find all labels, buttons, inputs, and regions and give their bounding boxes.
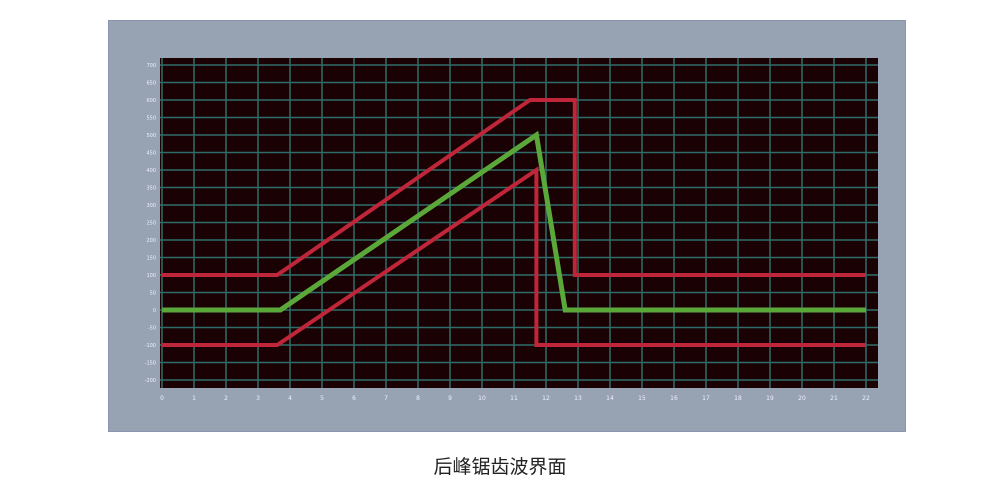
- x-tick-label: 14: [606, 395, 614, 402]
- x-tick-label: 12: [542, 395, 550, 402]
- x-tick-label: 19: [766, 395, 774, 402]
- x-tick-label: 4: [288, 395, 292, 402]
- upper-tolerance-line: [162, 98, 866, 277]
- x-tick-label: 15: [638, 395, 646, 402]
- y-tick-label: 500: [146, 133, 156, 139]
- x-tick-label: 1: [192, 395, 196, 402]
- y-tick-label: -150: [145, 361, 156, 367]
- y-tick-label: -200: [145, 378, 156, 384]
- figure-caption: 后峰锯齿波界面: [433, 456, 567, 478]
- y-tick-label: 550: [146, 116, 156, 122]
- x-tick-label: 5: [320, 395, 324, 402]
- y-tick-label: -100: [145, 343, 156, 349]
- y-tick-label: 0: [153, 308, 156, 314]
- y-tick-label: 650: [146, 81, 156, 87]
- sawtooth-chart: 0 1 2 3 4 5 6 7 8 9 10 11 12 13 14 15 16 17 18 19 20 21 227006…: [145, 58, 878, 402]
- x-tick-label: 7: [384, 395, 388, 402]
- x-tick-label: 22: [862, 395, 870, 402]
- y-tick-label: 400: [146, 168, 156, 174]
- x-tick-label: 20: [798, 395, 806, 402]
- lower-tolerance-line: [162, 166, 866, 347]
- y-tick-label: 250: [146, 221, 156, 227]
- y-tick-label: 300: [146, 203, 156, 209]
- y-tick-label: 700: [146, 63, 156, 69]
- y-tick-label: 600: [146, 98, 156, 104]
- y-tick-label: 450: [146, 151, 156, 157]
- x-tick-label: 0: [160, 395, 164, 402]
- y-tick-label: -50: [148, 326, 156, 332]
- x-tick-label: 17: [702, 395, 710, 402]
- y-tick-label: 100: [146, 273, 156, 279]
- x-tick-label: 21: [830, 395, 838, 402]
- y-tick-label: 350: [146, 186, 156, 192]
- x-tick-label: 9: [448, 395, 452, 402]
- x-tick-label: 8: [416, 395, 420, 402]
- x-tick-label: 16: [670, 395, 678, 402]
- x-tick-label: 2: [224, 395, 228, 402]
- x-tick-label: 18: [734, 395, 742, 402]
- y-tick-label: 50: [150, 291, 156, 297]
- x-tick-label: 3: [256, 395, 260, 402]
- x-tick-label: 13: [574, 395, 582, 402]
- waveform-line: [162, 130, 866, 313]
- x-tick-label: 11: [510, 395, 518, 402]
- x-tick-label: 10: [478, 395, 486, 402]
- y-tick-label: 200: [146, 238, 156, 244]
- y-tick-label: 150: [146, 256, 156, 262]
- x-tick-label: 6: [352, 395, 356, 402]
